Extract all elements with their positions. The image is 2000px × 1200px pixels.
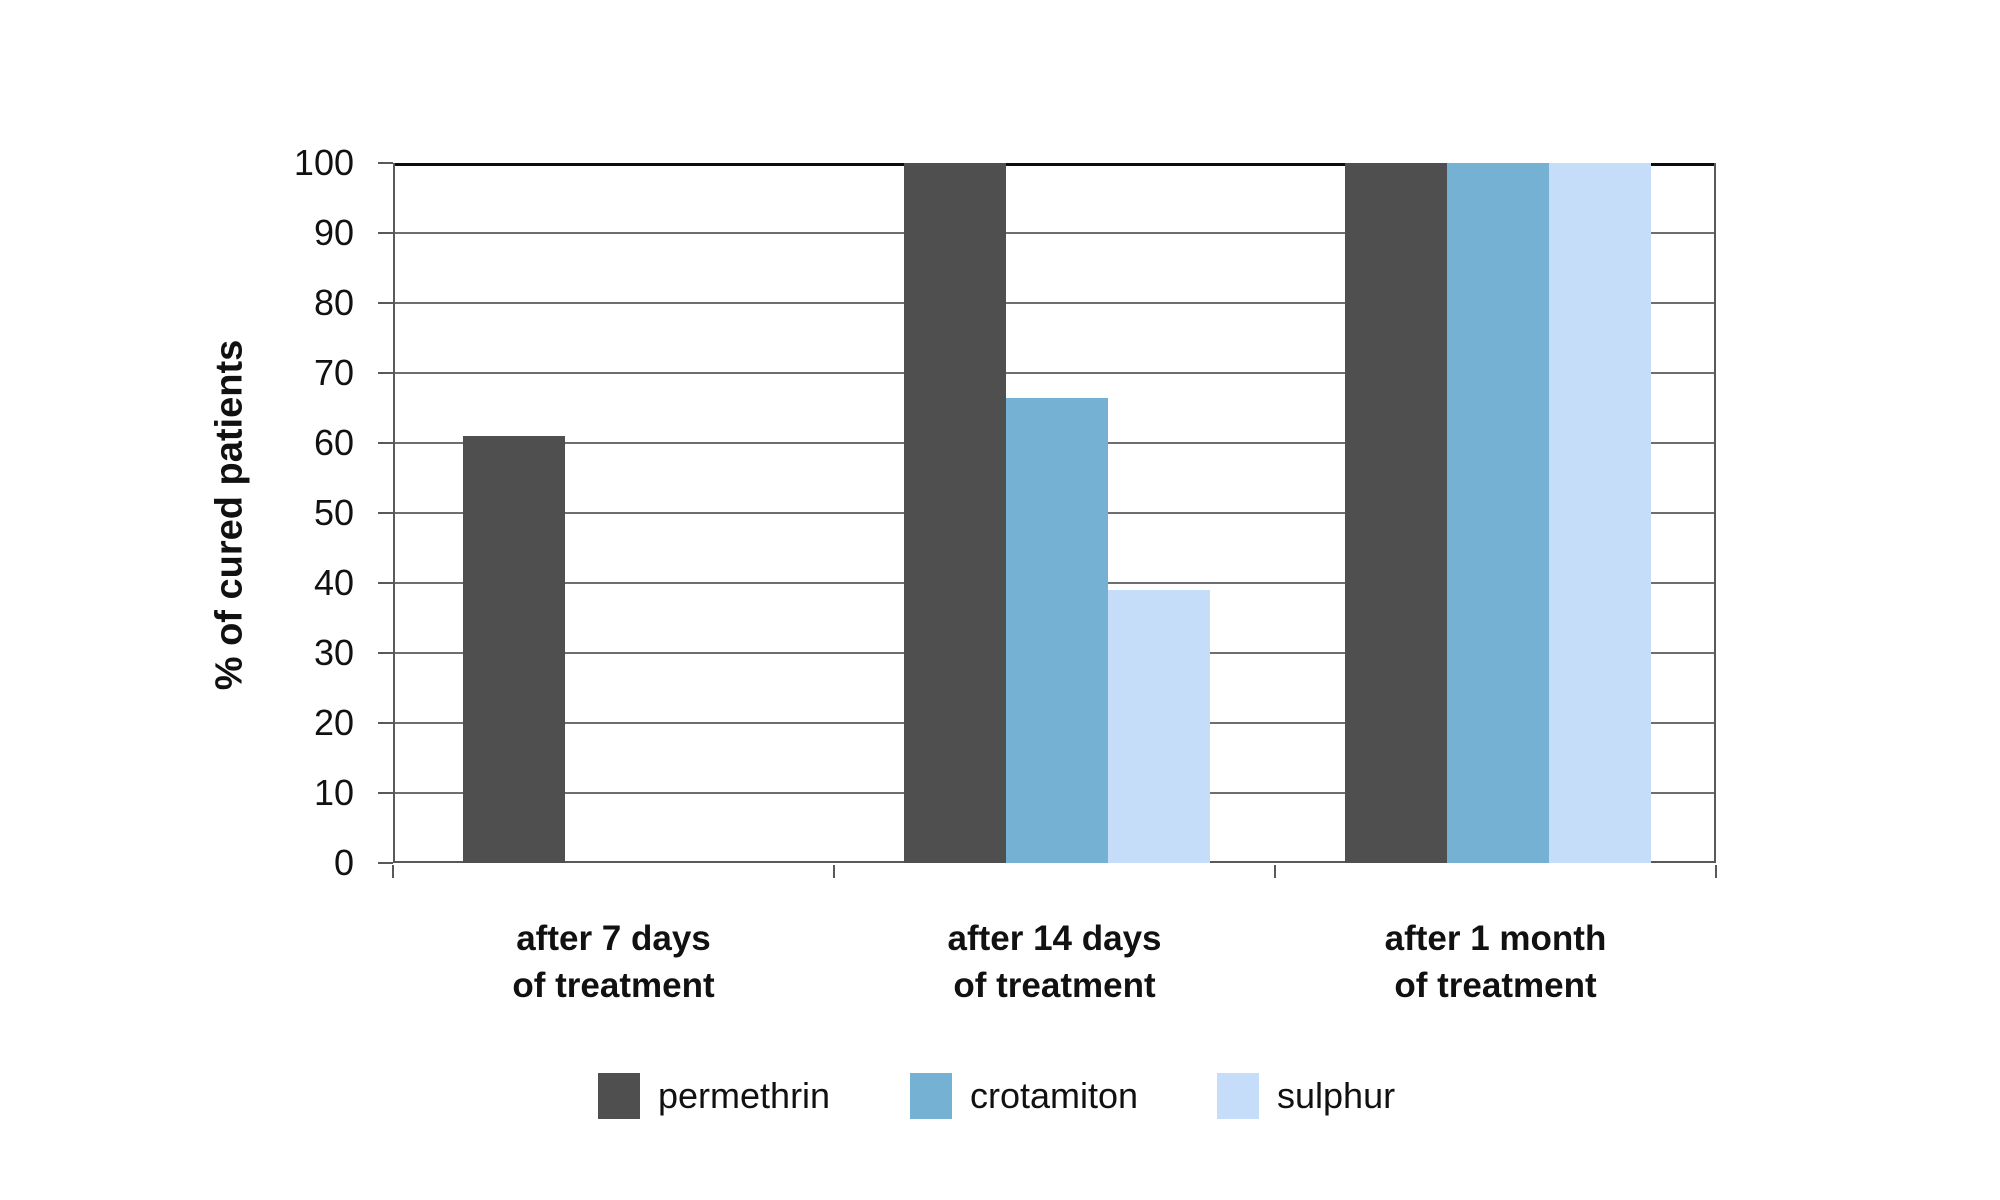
y-tick-label-100: 100 xyxy=(293,142,354,183)
gridline-90 xyxy=(395,232,1714,234)
gridline-80 xyxy=(395,302,1714,304)
y-tick-label-0: 0 xyxy=(333,842,354,883)
x-tick-mark-0 xyxy=(392,865,394,878)
bar-permethrin-group2 xyxy=(903,163,1006,863)
y-tick-label-90: 90 xyxy=(313,212,354,253)
y-tick-mark-0 xyxy=(378,862,393,864)
y-tick-mark-100 xyxy=(378,162,393,164)
y-tick-mark-90 xyxy=(378,232,393,234)
bar-crotamiton-group3 xyxy=(1446,163,1549,863)
legend: permethrin crotamiton sulphur xyxy=(0,1073,2000,1123)
legend-item-permethrin: permethrin xyxy=(598,1073,830,1119)
y-tick-mark-50 xyxy=(378,512,393,514)
y-tick-label-80: 80 xyxy=(313,282,354,323)
bar-sulphur-group3 xyxy=(1548,163,1651,863)
y-tick-mark-20 xyxy=(378,722,393,724)
y-tick-label-50: 50 xyxy=(313,492,354,533)
y-tick-label-60: 60 xyxy=(313,422,354,463)
x-category-label-2: after 14 days of treatment xyxy=(947,919,1162,1005)
y-tick-label-20: 20 xyxy=(313,702,354,743)
bar-sulphur-group2 xyxy=(1107,590,1210,863)
legend-item-crotamiton: crotamiton xyxy=(910,1073,1138,1119)
y-tick-mark-70 xyxy=(378,372,393,374)
x-category-label-1: after 7 days of treatment xyxy=(512,919,715,1005)
legend-swatch-sulphur xyxy=(1217,1073,1259,1119)
y-tick-mark-10 xyxy=(378,792,393,794)
y-tick-label-10: 10 xyxy=(313,772,354,813)
legend-label-permethrin: permethrin xyxy=(658,1075,831,1116)
y-tick-mark-30 xyxy=(378,652,393,654)
y-tick-mark-40 xyxy=(378,582,393,584)
y-tick-label-40: 40 xyxy=(313,562,354,603)
x-tick-mark-1 xyxy=(833,865,835,878)
y-tick-label-70: 70 xyxy=(313,352,354,393)
legend-swatch-crotamiton xyxy=(910,1073,952,1119)
y-tick-mark-60 xyxy=(378,442,393,444)
x-tick-mark-2 xyxy=(1274,865,1276,878)
x-tick-mark-3 xyxy=(1715,865,1717,878)
plot-area xyxy=(393,163,1716,863)
bar-crotamiton-group2 xyxy=(1005,397,1108,863)
legend-label-sulphur: sulphur xyxy=(1277,1075,1396,1116)
legend-item-sulphur: sulphur xyxy=(1217,1073,1395,1119)
gridline-100 xyxy=(395,163,1714,166)
y-tick-label-30: 30 xyxy=(313,632,354,673)
bar-permethrin-group3 xyxy=(1344,163,1447,863)
legend-swatch-permethrin xyxy=(598,1073,640,1119)
y-tick-mark-80 xyxy=(378,302,393,304)
x-category-label-3: after 1 month of treatment xyxy=(1384,919,1607,1005)
bar-permethrin-group1 xyxy=(462,436,565,863)
legend-label-crotamiton: crotamiton xyxy=(970,1075,1139,1116)
gridline-70 xyxy=(395,372,1714,374)
